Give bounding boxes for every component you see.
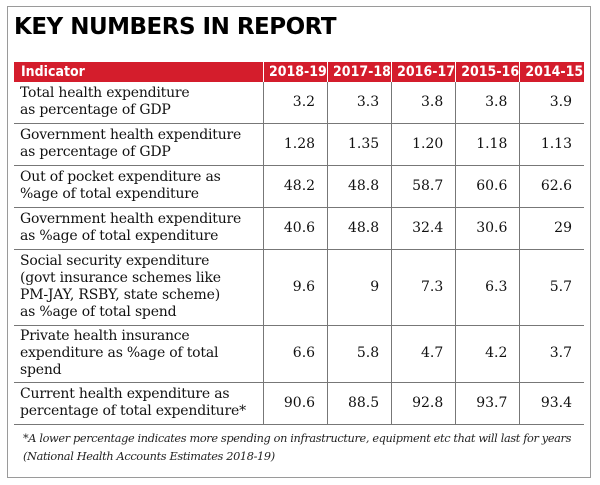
- indicator-label-line: as %age of total expenditure: [20, 228, 219, 244]
- value-cell: 88.5: [327, 382, 393, 425]
- value-cell: 48.2: [263, 165, 329, 208]
- indicator-label-line: expenditure as %age of total spend: [20, 345, 219, 378]
- indicator-label-line: Government health expenditure: [20, 211, 242, 227]
- indicator-label-line: PM-JAY, RSBY, state scheme): [20, 287, 220, 303]
- value-cell: 9.6: [263, 249, 329, 326]
- value-cell: 58.7: [391, 165, 457, 208]
- indicator-label-line: percentage of total expenditure*: [20, 403, 246, 419]
- indicator-cell: Private health insurance expenditure as %…: [14, 325, 264, 383]
- indicator-cell: Social security expenditure (govt insuran…: [14, 249, 264, 326]
- header-year-2014-15: 2014-15: [519, 62, 584, 82]
- table-row: Out of pocket expenditure as %age of tota…: [14, 165, 584, 208]
- value-cell: 40.6: [263, 207, 329, 250]
- indicator-label-line: as percentage of GDP: [20, 102, 171, 118]
- header-indicator: Indicator: [14, 62, 264, 82]
- page-title: KEY NUMBERS IN REPORT: [14, 14, 337, 40]
- value-cell: 5.7: [519, 249, 584, 326]
- footnote-source: (National Health Accounts Estimates 2018…: [23, 450, 275, 463]
- indicator-label-line: as percentage of GDP: [20, 144, 171, 160]
- indicator-cell: Total health expenditure as percentage of…: [14, 82, 264, 124]
- footnote: *A lower percentage indicates more spend…: [23, 430, 589, 466]
- value-cell: 5.8: [327, 325, 393, 383]
- value-cell: 3.7: [519, 325, 584, 383]
- value-cell: 62.6: [519, 165, 584, 208]
- indicator-cell: Government health expenditure as percenta…: [14, 123, 264, 166]
- value-cell: 1.28: [263, 123, 329, 166]
- header-year-2015-16: 2015-16: [455, 62, 521, 82]
- header-year-2018-19: 2018-19: [263, 62, 329, 82]
- indicator-label-line: Private health insurance: [20, 328, 190, 344]
- indicator-label-line: Current health expenditure as: [20, 386, 230, 402]
- value-cell: 4.7: [391, 325, 457, 383]
- value-cell: 93.7: [455, 382, 521, 425]
- value-cell: 1.35: [327, 123, 393, 166]
- table-row: Government health expenditure as %age of …: [14, 207, 584, 250]
- indicator-cell: Out of pocket expenditure as %age of tota…: [14, 165, 264, 208]
- value-cell: 3.9: [519, 82, 584, 124]
- value-cell: 90.6: [263, 382, 329, 425]
- table-row: Total health expenditure as percentage of…: [14, 82, 584, 124]
- value-cell: 93.4: [519, 382, 584, 425]
- value-cell: 32.4: [391, 207, 457, 250]
- value-cell: 1.20: [391, 123, 457, 166]
- value-cell: 29: [519, 207, 584, 250]
- table-row: Government health expenditure as percenta…: [14, 123, 584, 166]
- indicator-label-line: Out of pocket expenditure as: [20, 169, 221, 185]
- value-cell: 3.8: [455, 82, 521, 124]
- indicator-cell: Government health expenditure as %age of …: [14, 207, 264, 250]
- table-row: Social security expenditure (govt insuran…: [14, 249, 584, 326]
- value-cell: 3.3: [327, 82, 393, 124]
- value-cell: 1.13: [519, 123, 584, 166]
- table-header-row: Indicator 2018-19 2017-18 2016-17 2015-1…: [14, 62, 584, 82]
- indicator-label-line: Social security expenditure: [20, 253, 210, 269]
- figure-frame: [7, 6, 591, 478]
- value-cell: 7.3: [391, 249, 457, 326]
- value-cell: 92.8: [391, 382, 457, 425]
- key-numbers-table: Indicator 2018-19 2017-18 2016-17 2015-1…: [14, 62, 584, 425]
- header-year-2017-18: 2017-18: [327, 62, 393, 82]
- table-row: Current health expenditure as percentage …: [14, 382, 584, 425]
- value-cell: 48.8: [327, 165, 393, 208]
- indicator-label-line: Total health expenditure: [20, 85, 190, 101]
- indicator-label-line: Government health expenditure: [20, 127, 242, 143]
- value-cell: 30.6: [455, 207, 521, 250]
- footnote-line: *A lower percentage indicates more spend…: [23, 432, 572, 445]
- value-cell: 9: [327, 249, 393, 326]
- table-row: Private health insurance expenditure as %…: [14, 325, 584, 383]
- value-cell: 3.2: [263, 82, 329, 124]
- header-year-2016-17: 2016-17: [391, 62, 457, 82]
- indicator-label-line: (govt insurance schemes like: [20, 270, 221, 286]
- indicator-label-line: %age of total expenditure: [20, 186, 199, 202]
- value-cell: 48.8: [327, 207, 393, 250]
- indicator-label-line: as %age of total spend: [20, 304, 177, 320]
- indicator-cell: Current health expenditure as percentage …: [14, 382, 264, 425]
- value-cell: 6.6: [263, 325, 329, 383]
- value-cell: 60.6: [455, 165, 521, 208]
- value-cell: 6.3: [455, 249, 521, 326]
- value-cell: 3.8: [391, 82, 457, 124]
- value-cell: 1.18: [455, 123, 521, 166]
- value-cell: 4.2: [455, 325, 521, 383]
